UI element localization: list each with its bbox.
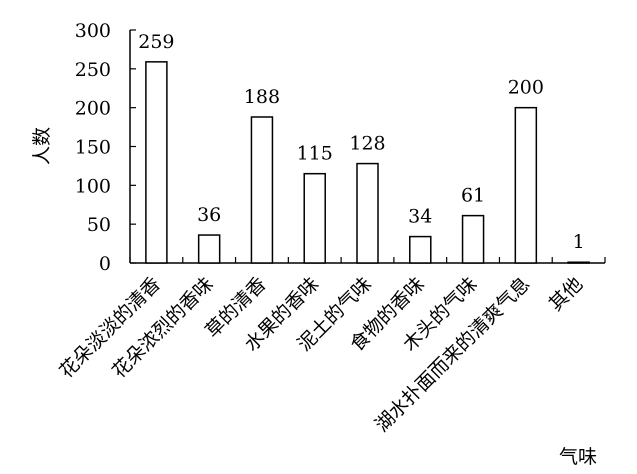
y-tick-label: 100 — [75, 175, 111, 197]
data-label: 188 — [244, 86, 280, 108]
y-tick-label: 50 — [87, 214, 111, 236]
x-axis-title: 气味 — [559, 446, 597, 468]
y-axis-title: 人数 — [31, 127, 53, 165]
bar — [356, 162, 379, 264]
data-label: 34 — [408, 206, 432, 228]
bar — [145, 61, 168, 264]
bar — [250, 116, 274, 264]
bar — [567, 261, 590, 264]
bar — [303, 172, 326, 264]
bar — [514, 106, 538, 264]
bars — [145, 61, 590, 264]
bar — [409, 235, 432, 264]
data-label: 1 — [573, 231, 585, 253]
data-label: 36 — [197, 204, 221, 226]
y-tick-label: 250 — [75, 59, 111, 81]
data-label: 259 — [138, 31, 174, 53]
x-tick-label: 其他 — [545, 273, 587, 315]
data-label: 200 — [508, 77, 544, 99]
data-label: 128 — [349, 133, 385, 155]
y-tick-label: 150 — [75, 137, 111, 159]
y-tick-label: 0 — [99, 253, 111, 275]
bar — [461, 214, 485, 264]
data-label: 61 — [461, 185, 485, 207]
y-tick-label: 200 — [75, 98, 111, 120]
data-label: 115 — [297, 143, 333, 165]
bar — [197, 234, 221, 264]
y-tick-label: 300 — [75, 20, 111, 42]
